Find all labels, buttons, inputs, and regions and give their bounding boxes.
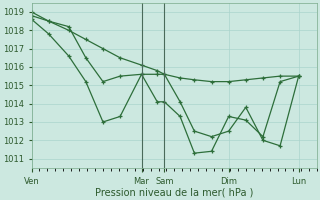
X-axis label: Pression niveau de la mer( hPa ): Pression niveau de la mer( hPa ) <box>95 187 253 197</box>
